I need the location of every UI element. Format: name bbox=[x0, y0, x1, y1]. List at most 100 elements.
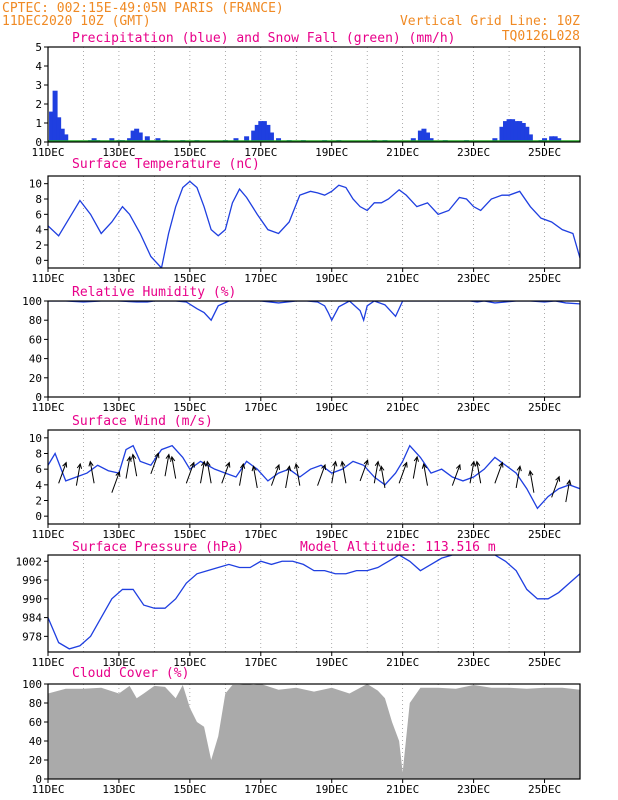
y-tick-label: 0 bbox=[35, 136, 42, 149]
x-tick-label: 23DEC bbox=[457, 401, 490, 414]
precip-bar bbox=[134, 128, 140, 142]
wind-arrowhead bbox=[379, 465, 385, 472]
x-tick-label: 15DEC bbox=[173, 272, 206, 285]
wind-arrow bbox=[164, 454, 170, 477]
panel-2: Surface Temperature (nC) 0 2 4 6 8 10 11DEC 13DE… bbox=[29, 157, 581, 285]
x-tick-label: 23DEC bbox=[457, 272, 490, 285]
y-tick-label: 8 bbox=[35, 448, 42, 461]
wind-arrow bbox=[398, 462, 408, 484]
wind-arrowhead bbox=[240, 462, 246, 469]
precip-bar bbox=[527, 134, 533, 142]
x-tick-label: 17DEC bbox=[244, 272, 277, 285]
y-tick-label: 5 bbox=[35, 41, 42, 54]
panel-frame bbox=[47, 683, 581, 780]
wind-arrow bbox=[373, 461, 379, 484]
x-tick-label: 23DEC bbox=[457, 146, 490, 159]
wind-arrowhead bbox=[555, 475, 561, 482]
y-tick-label: 80 bbox=[29, 697, 42, 710]
y-tick-label: 60 bbox=[29, 716, 42, 729]
y-tick-label: 0 bbox=[35, 510, 42, 523]
precip-bar bbox=[510, 119, 516, 142]
series-line bbox=[48, 444, 580, 510]
y-tick-label: 100 bbox=[22, 295, 42, 308]
precip-bar bbox=[520, 123, 526, 142]
precip-bar bbox=[63, 134, 69, 142]
y-tick-label: 10 bbox=[29, 432, 42, 445]
x-tick-label: 23DEC bbox=[457, 783, 490, 796]
wind-arrowhead bbox=[251, 465, 257, 472]
wind-arrow bbox=[221, 462, 230, 484]
y-tick-label: 2 bbox=[35, 495, 42, 508]
x-tick-label: 15DEC bbox=[173, 528, 206, 541]
wind-arrowhead bbox=[332, 460, 338, 467]
precip-bar bbox=[251, 130, 257, 142]
wind-arrowhead bbox=[455, 463, 461, 470]
precip-bar bbox=[542, 138, 548, 142]
wind-arrowhead bbox=[62, 461, 68, 468]
wind-arrow bbox=[529, 470, 535, 493]
wind-arrow bbox=[206, 461, 212, 484]
wind-arrowhead bbox=[200, 460, 207, 467]
y-tick-label: 4 bbox=[35, 479, 42, 492]
wind-arrowhead bbox=[421, 462, 428, 469]
wind-arrow bbox=[412, 456, 418, 479]
x-tick-label: 19DEC bbox=[315, 783, 348, 796]
wind-arrowhead bbox=[340, 460, 346, 467]
x-tick-label: 13DEC bbox=[102, 783, 135, 796]
x-tick-label: 19DEC bbox=[315, 146, 348, 159]
header-grid-note: Vertical Grid Line: 10Z bbox=[400, 14, 580, 29]
y-tick-label: 0 bbox=[35, 773, 42, 786]
panel-title: Surface Temperature (nC) bbox=[72, 157, 260, 172]
y-tick-label: 1 bbox=[35, 117, 42, 130]
wind-arrowhead bbox=[402, 461, 408, 468]
series-group bbox=[48, 555, 580, 650]
wind-arrow bbox=[171, 456, 177, 479]
panel-title: Surface Pressure (hPa) bbox=[72, 540, 244, 555]
x-tick-label: 21DEC bbox=[386, 272, 419, 285]
wind-arrow bbox=[515, 466, 521, 489]
precip-bar bbox=[91, 138, 97, 142]
x-tick-label: 13DEC bbox=[102, 401, 135, 414]
x-tick-label: 13DEC bbox=[102, 146, 135, 159]
wind-arrowhead bbox=[475, 460, 481, 467]
series-group bbox=[48, 684, 580, 779]
x-tick-label: 25DEC bbox=[528, 401, 561, 414]
wind-arrowhead bbox=[470, 460, 476, 467]
precip-bar bbox=[503, 121, 509, 142]
x-tick-label: 11DEC bbox=[31, 146, 64, 159]
precip-bar bbox=[276, 138, 282, 142]
wind-arrow bbox=[423, 463, 428, 486]
wind-arrowhead bbox=[374, 460, 380, 467]
y-tick-label: 10 bbox=[29, 178, 42, 191]
x-tick-label: 21DEC bbox=[386, 783, 419, 796]
y-tick-label: 3 bbox=[35, 79, 42, 92]
y-tick-label: 20 bbox=[29, 754, 42, 767]
wind-arrow bbox=[451, 464, 461, 486]
wind-arrow bbox=[341, 461, 347, 484]
wind-arrow bbox=[252, 466, 258, 489]
x-tick-label: 15DEC bbox=[173, 401, 206, 414]
y-tick-label: 4 bbox=[35, 224, 42, 237]
wind-arrow bbox=[150, 453, 159, 475]
precip-bar bbox=[552, 136, 558, 142]
y-tick-label: 990 bbox=[22, 593, 42, 606]
x-tick-label: 21DEC bbox=[386, 528, 419, 541]
y-tick-label: 40 bbox=[29, 353, 42, 366]
x-tick-label: 13DEC bbox=[102, 528, 135, 541]
wind-arrow bbox=[239, 463, 244, 486]
panel-frame bbox=[47, 300, 581, 398]
wind-arrow bbox=[469, 461, 475, 484]
wind-arrow bbox=[285, 466, 290, 489]
wind-arrowhead bbox=[286, 465, 292, 472]
panel-frame bbox=[47, 175, 581, 269]
panel-6: Cloud Cover (%) 0 20 40 60 80 100 11DEC 13DEC 15D… bbox=[22, 666, 581, 796]
wind-arrow bbox=[565, 480, 571, 503]
wind-arrow bbox=[317, 464, 326, 486]
y-tick-label: 6 bbox=[35, 208, 42, 221]
wind-arrow bbox=[551, 476, 560, 498]
x-tick-label: 15DEC bbox=[173, 656, 206, 669]
x-tick-label: 11DEC bbox=[31, 401, 64, 414]
x-tick-label: 11DEC bbox=[31, 656, 64, 669]
wind-arrowhead bbox=[413, 455, 419, 462]
precip-bar bbox=[130, 130, 136, 142]
